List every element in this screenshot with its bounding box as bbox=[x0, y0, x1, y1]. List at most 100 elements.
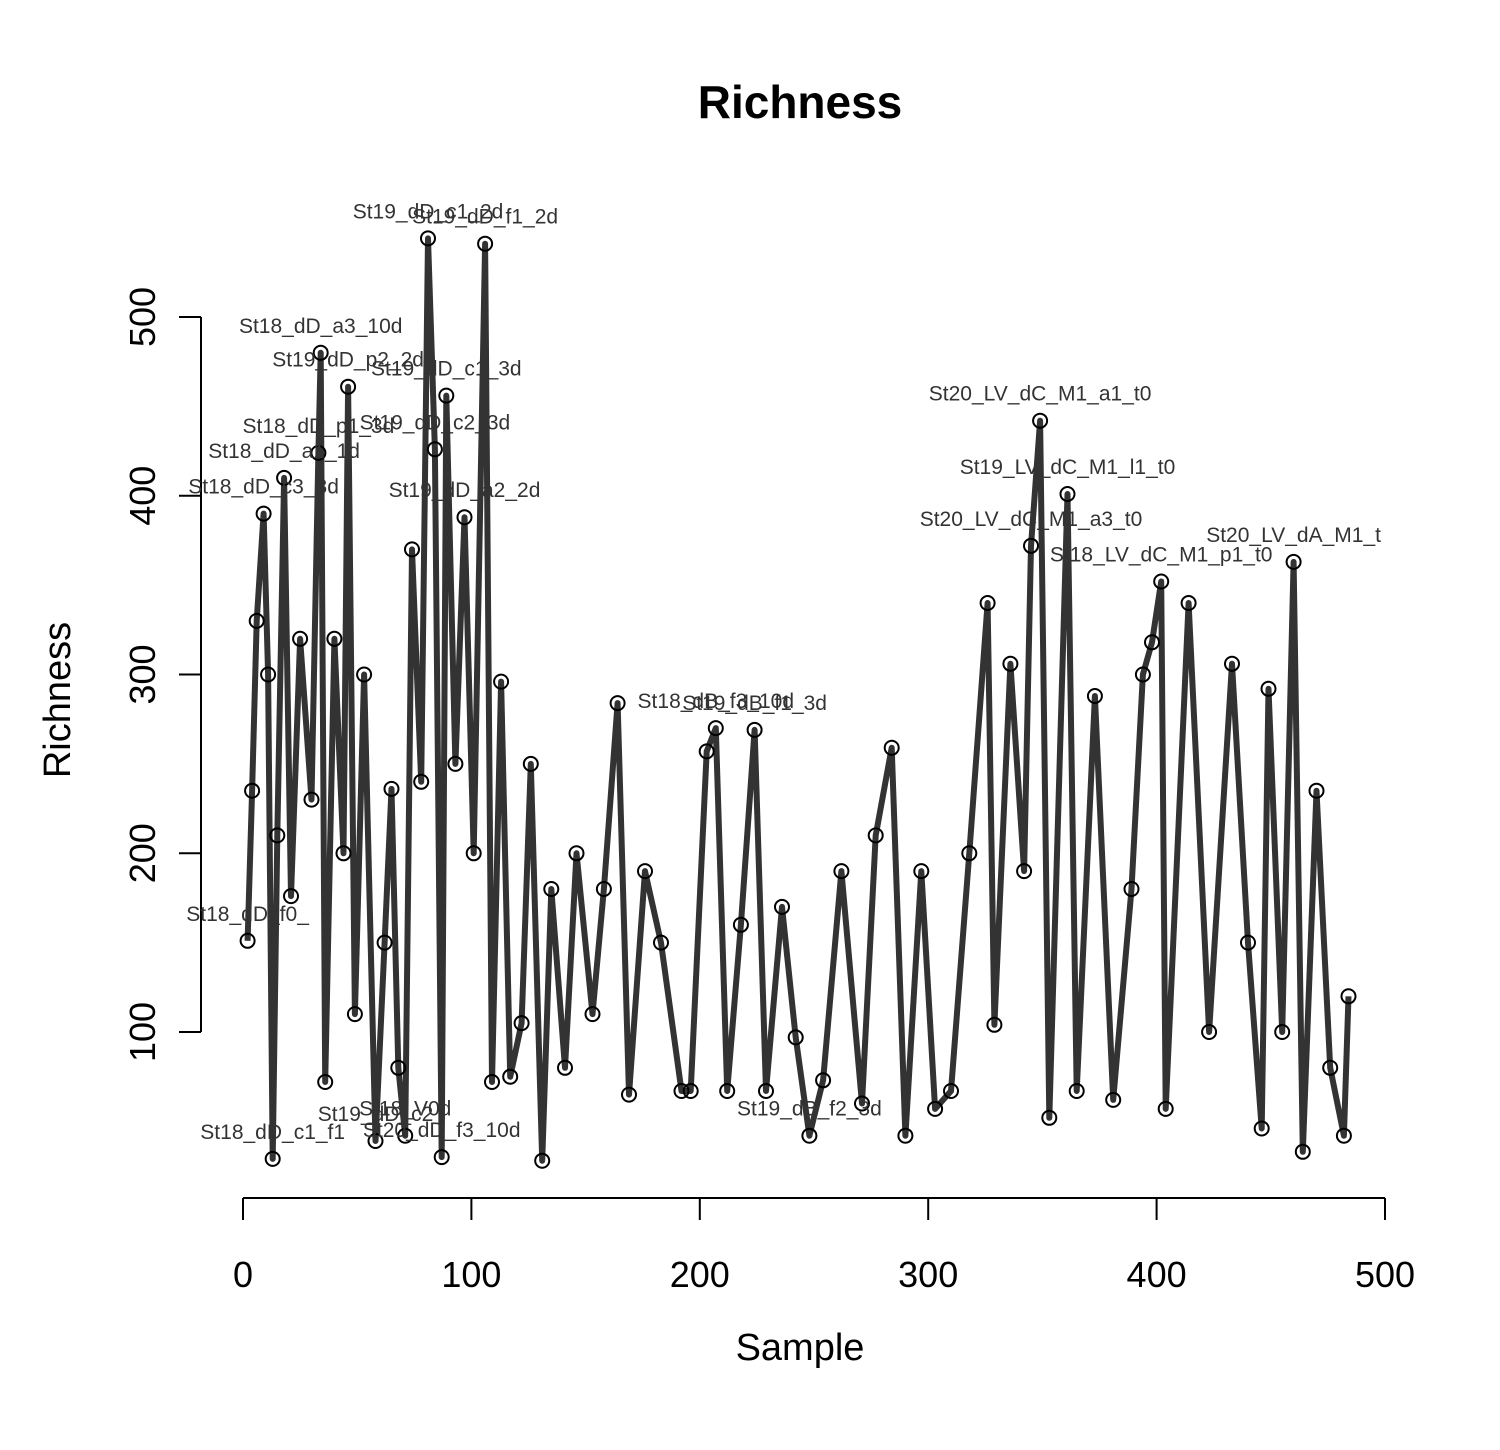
data-point bbox=[276, 469, 293, 486]
data-point bbox=[346, 1006, 363, 1023]
data-point bbox=[447, 755, 464, 772]
data-point bbox=[682, 1083, 699, 1099]
y-tick-label: 100 bbox=[122, 1002, 163, 1062]
y-axis: 100 200 300 400 500 bbox=[122, 287, 202, 1062]
point-label: St18_LV_dC_M1_p1_t0 bbox=[1050, 544, 1273, 567]
data-point bbox=[376, 934, 393, 951]
point-label: St20_LV_dA_M1_t bbox=[1206, 524, 1381, 547]
point-label: St19_dD_c1_3d bbox=[371, 358, 522, 381]
data-point bbox=[420, 230, 436, 247]
data-point bbox=[303, 791, 320, 808]
data-point bbox=[758, 1083, 774, 1099]
data-point bbox=[255, 505, 272, 522]
data-point bbox=[404, 541, 420, 558]
data-point bbox=[413, 773, 430, 790]
data-point bbox=[264, 1150, 281, 1167]
data-point bbox=[383, 780, 400, 797]
point-label: St18_dB_f3_10d bbox=[638, 690, 794, 713]
data-point bbox=[1086, 688, 1103, 704]
data-point bbox=[913, 863, 930, 880]
data-point bbox=[484, 1074, 500, 1090]
x-tick-label: 0 bbox=[233, 1254, 253, 1295]
data-point bbox=[568, 845, 585, 862]
data-point bbox=[513, 1015, 530, 1032]
data-point bbox=[979, 595, 996, 611]
point-label: St19_dB_f2_3d bbox=[737, 1098, 882, 1121]
point-label: St20_LV_dC_M1_a3_t0 bbox=[920, 508, 1143, 531]
data-point bbox=[1002, 655, 1019, 672]
data-point bbox=[698, 743, 715, 760]
data-point bbox=[438, 387, 455, 404]
chart-title: Richness bbox=[698, 76, 903, 128]
data-point bbox=[1157, 1100, 1174, 1117]
point-label: St18_dD_p1_3d bbox=[242, 415, 394, 438]
data-point bbox=[961, 845, 978, 862]
data-point bbox=[356, 666, 373, 683]
data-point bbox=[1274, 1024, 1291, 1040]
x-axis-label: Sample bbox=[736, 1327, 865, 1369]
point-label: St19_dD_a2_2d bbox=[389, 479, 541, 502]
data-point bbox=[493, 673, 510, 690]
data-point bbox=[335, 845, 352, 862]
data-point bbox=[1032, 412, 1049, 429]
data-point bbox=[269, 827, 286, 844]
y-tick-label: 500 bbox=[122, 287, 163, 347]
point-label: St20_LV_dC_M1_a1_t0 bbox=[929, 383, 1152, 406]
data-point bbox=[595, 881, 612, 897]
data-point bbox=[397, 1127, 414, 1144]
point-label: St19_dD_c1_2d bbox=[353, 200, 504, 223]
data-point bbox=[239, 932, 256, 949]
data-point bbox=[833, 863, 850, 880]
point-label: St19_LV_dC_M1_l1_t0 bbox=[960, 456, 1176, 479]
data-point bbox=[1201, 1024, 1218, 1040]
data-point bbox=[1068, 1083, 1085, 1099]
data-point bbox=[1123, 881, 1140, 897]
point-label: St18_dD_f0_ bbox=[186, 903, 309, 926]
data-point bbox=[477, 235, 494, 252]
data-point bbox=[522, 755, 539, 772]
data-point bbox=[1105, 1091, 1122, 1108]
data-point bbox=[897, 1127, 914, 1144]
data-point bbox=[584, 1006, 601, 1023]
data-point bbox=[543, 881, 560, 897]
point-label: St18_dD_c3_3d bbox=[188, 476, 339, 499]
series-line bbox=[244, 235, 1352, 1164]
data-point bbox=[456, 509, 473, 526]
point-label: St18_dD_a1_1d bbox=[208, 440, 360, 463]
data-point bbox=[673, 1083, 690, 1099]
data-point bbox=[815, 1072, 832, 1089]
data-point bbox=[1016, 863, 1033, 880]
data-point bbox=[621, 1086, 637, 1103]
y-axis-label: Richness bbox=[37, 622, 79, 778]
y-tick-label: 300 bbox=[122, 644, 163, 704]
point-label: St18_dD_c1_f1 bbox=[200, 1121, 345, 1144]
plot-area: St18_dD_f0_St18_dD_c3_3dSt18_dD_c1_f1St1… bbox=[186, 200, 1381, 1169]
data-point bbox=[557, 1059, 573, 1076]
data-point bbox=[746, 721, 763, 738]
data-point bbox=[260, 666, 277, 683]
data-point bbox=[283, 888, 299, 905]
data-point bbox=[867, 827, 884, 844]
data-point bbox=[465, 845, 482, 862]
x-tick-label: 300 bbox=[898, 1254, 958, 1295]
data-point bbox=[1153, 573, 1170, 590]
data-point bbox=[326, 630, 343, 647]
data-point bbox=[310, 444, 327, 461]
data-point bbox=[292, 630, 309, 647]
data-point bbox=[1041, 1109, 1058, 1126]
data-point bbox=[1308, 782, 1325, 799]
data-point bbox=[1224, 655, 1240, 672]
data-point bbox=[787, 1029, 804, 1046]
data-point bbox=[1322, 1059, 1339, 1076]
data-point bbox=[927, 1100, 944, 1117]
data-point bbox=[534, 1152, 551, 1169]
data-point bbox=[653, 934, 669, 951]
point-label: St19_dD_p2_2d bbox=[272, 349, 424, 372]
point-label: St19_dD_c2 bbox=[318, 1103, 434, 1126]
data-point bbox=[1023, 537, 1039, 554]
data-point bbox=[1285, 553, 1302, 570]
data-point bbox=[502, 1068, 519, 1085]
data-point bbox=[609, 695, 626, 712]
data-point bbox=[1253, 1120, 1270, 1137]
